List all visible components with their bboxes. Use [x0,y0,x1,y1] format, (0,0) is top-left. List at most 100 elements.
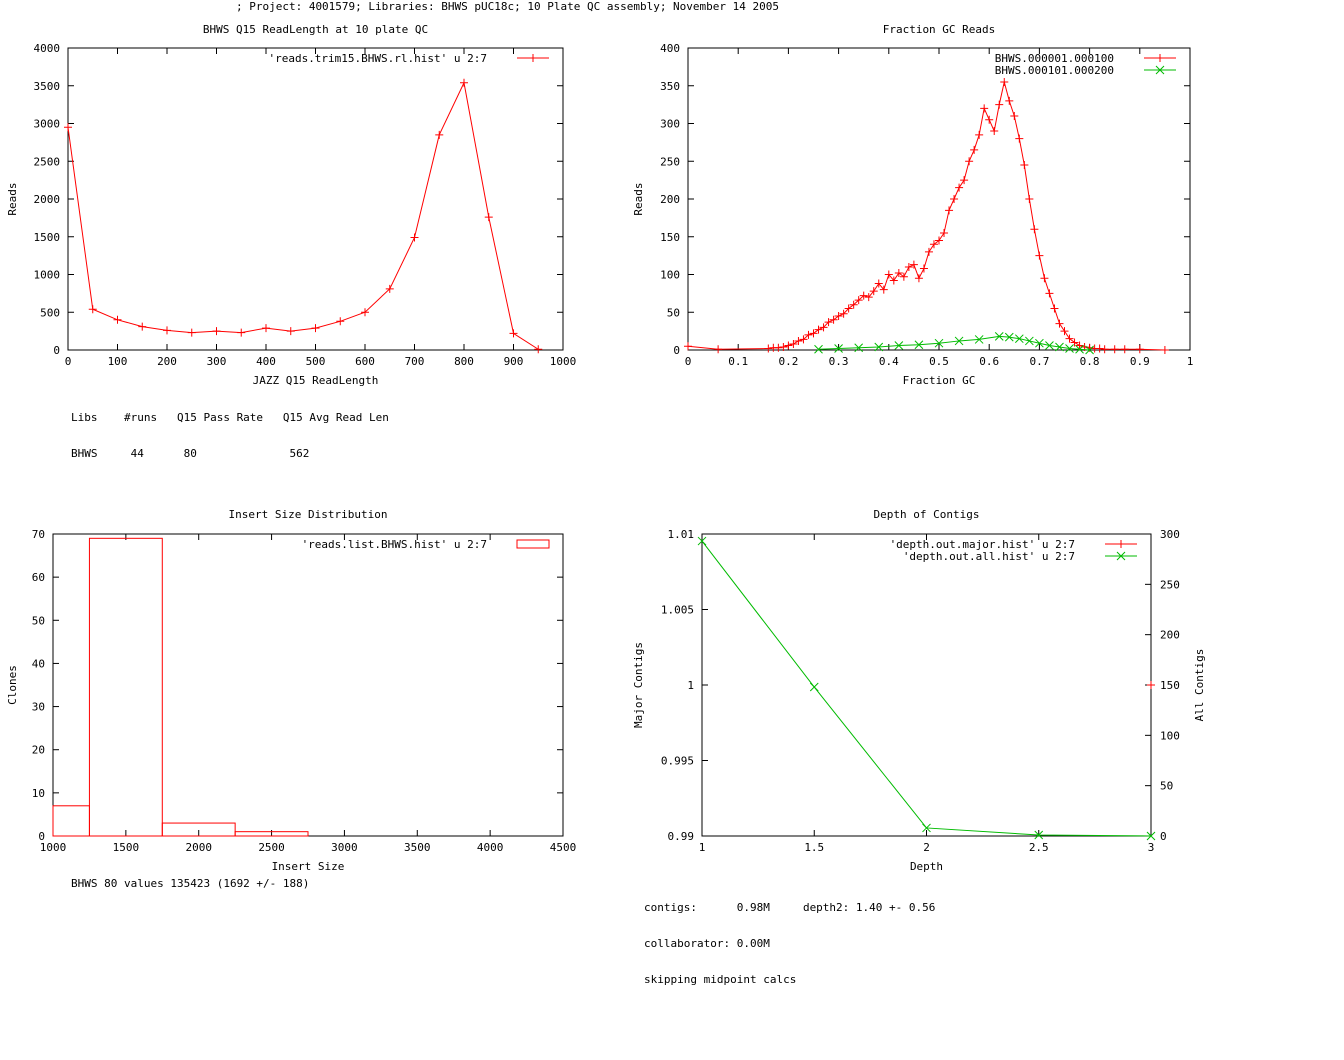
data-point-1 [844,304,853,313]
data-point [435,130,444,139]
data-point-1 [1110,345,1119,354]
data-point [212,327,221,336]
y-tick-label: 40 [32,657,45,670]
data-point-1 [714,345,723,354]
readlength-stats-row: BHWS 44 80 562 [71,447,310,460]
x-tick-label: 1000 [550,355,577,368]
readlength-stats-header: Libs #runs Q15 Pass Rate Q15 Avg Read Le… [71,411,389,424]
data-point [460,78,468,87]
depth-stats-line-2: collaborator: 0.00M [644,937,770,950]
data-point-1 [869,287,878,296]
plot-frame [52,533,564,837]
data-point-2 [854,343,864,353]
data-point-1 [789,339,798,348]
y2-tick-label: 100 [1160,729,1180,742]
data-point-1 [1147,681,1155,689]
y-tick-label: 4000 [34,42,61,55]
data-point-2 [1045,341,1054,350]
chart-title: Fraction GC Reads [883,23,996,36]
data-point-1 [1000,77,1009,86]
x-tick-label: 2000 [185,841,212,854]
data-point-1 [874,279,883,288]
data-point-1 [914,274,923,283]
data-point [410,233,419,242]
x-tick-label: 700 [405,355,425,368]
y-tick-label: 1000 [34,269,61,282]
y-tick-label: 500 [40,306,60,319]
data-point-2 [974,335,984,344]
data-point [509,329,518,338]
data-point-2 [1075,344,1084,354]
data-point-2 [1014,334,1024,344]
y-tick-label: 1.01 [668,528,695,541]
plot-frame [67,47,564,351]
data-point [237,328,246,337]
y-tick-label: 70 [32,528,45,541]
data-point [286,327,295,336]
y-tick-label: 1.005 [661,604,694,617]
data-point-1 [1095,344,1104,353]
histogram-bar [234,831,309,837]
x-tick-label: 0.5 [929,355,949,368]
x-tick-label: 0.9 [1130,355,1150,368]
x-tick-label: 800 [454,355,474,368]
x-tick-label: 1 [699,841,706,854]
y-tick-label: 3000 [34,118,61,131]
data-point [64,123,72,132]
x-axis-label: Fraction GC [903,374,976,387]
readlength-stats: Libs #runs Q15 Pass Rate Q15 Avg Read Le… [71,388,389,472]
series-line-2 [701,540,1152,837]
data-point [262,324,270,333]
data-point [88,305,97,314]
legend-marker [529,54,537,62]
depth-of-contigs-chart: 1 1.5 2 2.5 3 0.99 0.995 1 1.005 1.01 Depth of Con… [632,508,1206,873]
x-tick-label: 0.6 [979,355,999,368]
x-tick-label: 600 [355,355,375,368]
histogram-bar [88,537,163,837]
data-point-1 [985,115,994,124]
data-point-1 [809,329,818,338]
chart-title: Insert Size Distribution [229,508,388,521]
x-tick-label: 4500 [550,841,577,854]
data-point-1 [889,276,898,285]
data-point-1 [1160,346,1169,354]
histogram-bar [52,805,90,837]
x-tick-label: 1.5 [804,841,824,854]
data-point-2 [834,344,843,353]
data-point [361,308,369,317]
plot-frame [701,533,1152,837]
x-tick-label: 2500 [258,841,285,854]
page-title: ; Project: 4001579; Libraries: BHWS pUC1… [235,0,780,13]
fraction-gc-chart: 0 0.1 0.2 0.3 0.4 0.5 0.6 0.7 0.8 0.9 1 0 50 100 150 20… [632,23,1193,387]
data-point [113,315,122,324]
insert-size-chart: 1000 1500 2000 2500 3000 3500 4000 4500 0 10 20 30 4… [6,508,577,873]
data-point-1 [1015,134,1024,143]
y-tick-label: 60 [32,571,45,584]
x-tick-label: 300 [207,355,227,368]
legend-label: BHWS.000101.000200 [995,64,1114,77]
data-point-1 [1030,225,1039,234]
y-axis-label: Reads [6,182,19,215]
data-point-1 [804,330,813,339]
x-tick-label: 900 [504,355,524,368]
x-axis-label: Insert Size [272,860,345,873]
x-tick-label: 500 [306,355,326,368]
data-point-1 [779,342,788,351]
y-tick-label: 2000 [34,193,61,206]
y-tick-label: 10 [32,787,45,800]
data-point-1 [764,344,773,353]
x-tick-label: 0 [685,355,692,368]
data-point-1 [884,270,893,279]
data-point-2 [894,341,904,350]
y-tick-label: 200 [660,193,680,206]
data-point-1 [814,325,823,334]
data-point-1 [1060,327,1069,336]
y2-tick-label: 250 [1160,578,1180,591]
data-point-1 [1020,161,1029,170]
y-tick-label: 0 [53,344,60,357]
legend-label: 'reads.trim15.BHWS.rl.hist' u 2:7 [268,52,487,65]
data-point-1 [904,262,913,271]
legend-swatch [516,539,550,549]
data-point-1 [975,130,984,139]
legend-label: 'reads.list.BHWS.hist' u 2:7 [302,538,487,551]
